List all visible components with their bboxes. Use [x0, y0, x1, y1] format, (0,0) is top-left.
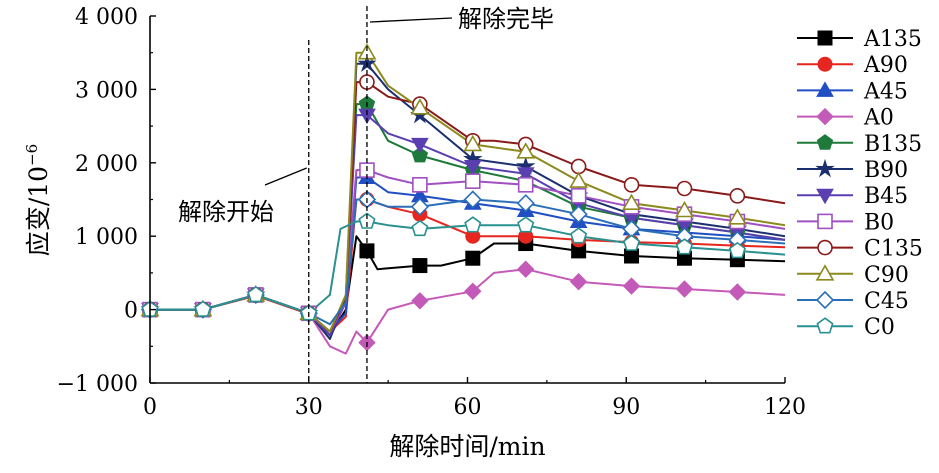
legend-label-a90: A90	[863, 53, 908, 78]
data-point-c0-12	[570, 227, 588, 244]
legend-marker-c0	[816, 317, 834, 334]
y-tick-label-4: 3 000	[75, 78, 138, 103]
data-point-c90-14	[675, 200, 694, 218]
legend-label-b45: B45	[864, 184, 908, 209]
data-point-c0-7	[358, 212, 376, 229]
data-point-c90-15	[728, 208, 747, 225]
data-point-c135-14	[623, 177, 640, 193]
series-line-c0	[150, 220, 786, 315]
series-markers	[140, 43, 748, 352]
annotation-leader-start	[264, 167, 307, 186]
data-point-c45-12	[569, 205, 588, 224]
data-point-b0-12	[570, 188, 587, 204]
annotation-end-label: 解除完毕	[458, 5, 554, 33]
data-point-c45-9	[410, 197, 430, 216]
data-point-c0-1	[194, 300, 212, 317]
data-point-c0-15	[728, 241, 746, 259]
legend-label-b90: B90	[864, 158, 908, 183]
data-point-c45-11	[516, 194, 535, 213]
y-axis-title-sup: −6	[23, 144, 41, 166]
legend-marker-a0	[816, 107, 834, 126]
data-point-c90-9	[410, 98, 430, 115]
y-axis-title-main: 应变/10	[24, 166, 53, 256]
data-point-b45-9	[411, 137, 429, 154]
legend-label-b135: B135	[864, 132, 922, 157]
data-point-c135-13	[570, 158, 587, 175]
data-point-b0-11	[517, 177, 534, 193]
series-lines	[150, 51, 786, 355]
legend-marker-a135	[817, 30, 833, 46]
data-point-c90-10	[463, 134, 483, 152]
x-tick-label-0: 0	[143, 395, 157, 420]
annotation-leader-end	[369, 17, 453, 23]
data-point-a0-12	[516, 260, 535, 278]
data-point-a135-9	[412, 258, 428, 274]
legend-label-a45: A45	[863, 79, 908, 104]
legend-label-a0: A0	[863, 106, 894, 131]
legend-label-c45: C45	[864, 289, 909, 314]
legend-marker-a45	[816, 81, 834, 97]
data-point-b45-11	[516, 167, 535, 183]
legend-label-c90: C90	[864, 263, 909, 288]
annotation-start-label: 解除开始	[178, 198, 274, 226]
data-point-c0-14	[675, 238, 694, 255]
x-tick-label-1: 30	[295, 395, 323, 420]
data-point-a0-15	[675, 280, 694, 298]
legend-marker-c135	[817, 239, 833, 256]
data-point-a135-15	[624, 248, 640, 264]
annotations: 解除开始 解除完毕	[178, 5, 554, 383]
legend-label-c135: C135	[864, 237, 923, 262]
legend-marker-c90	[815, 264, 835, 281]
y-tick-label-2: 1 000	[75, 225, 138, 250]
x-tick-label-3: 90	[612, 395, 640, 420]
y-tick-label-3: 2 000	[75, 152, 138, 177]
data-point-c0-2	[247, 285, 265, 303]
legend-marker-b0	[817, 213, 833, 230]
series-line-a0	[150, 268, 786, 355]
y-tick-label-5: 4 000	[75, 5, 138, 30]
data-point-a0-16	[728, 283, 747, 301]
data-point-a135-11	[465, 250, 481, 266]
data-point-b45-10	[463, 160, 482, 176]
legend-marker-c45	[815, 290, 835, 310]
legend-marker-b90	[815, 158, 835, 178]
data-point-b0-10	[464, 173, 481, 189]
data-point-c135-15	[676, 180, 693, 197]
legend-label-c0: C0	[864, 315, 895, 340]
data-point-a0-13	[569, 272, 588, 291]
y-tick-label-0: −1 000	[57, 372, 138, 397]
data-point-c90-13	[622, 193, 641, 210]
y-tick-label-1: 0	[124, 299, 138, 324]
data-point-c0-13	[622, 234, 641, 251]
data-point-a0-9	[411, 292, 429, 310]
data-point-c45-10	[463, 190, 482, 209]
y-axis-title: 应变/10−6	[23, 144, 53, 256]
data-point-c135-16	[729, 188, 746, 204]
data-point-a0-14	[622, 277, 641, 295]
x-axis-title: 解除时间/min	[389, 432, 545, 461]
data-point-b135-9	[411, 146, 429, 163]
data-point-c0-9	[411, 219, 429, 237]
data-point-c90-11	[516, 142, 536, 159]
data-point-c0-11	[517, 216, 535, 233]
data-point-c0-10	[464, 216, 482, 233]
data-point-c90-12	[569, 171, 588, 188]
data-point-b0-9	[412, 177, 428, 193]
x-tick-label-2: 60	[454, 395, 482, 420]
legend-marker-b135	[816, 134, 834, 150]
legend-marker-b45	[816, 188, 834, 205]
data-point-b45-7	[358, 108, 376, 125]
legend-label-b0: B0	[864, 210, 894, 235]
legend-label-a135: A135	[863, 27, 922, 52]
x-tick-label-4: 120	[764, 395, 806, 420]
legend-marker-a90	[817, 56, 833, 72]
data-point-a0-10	[464, 282, 482, 301]
